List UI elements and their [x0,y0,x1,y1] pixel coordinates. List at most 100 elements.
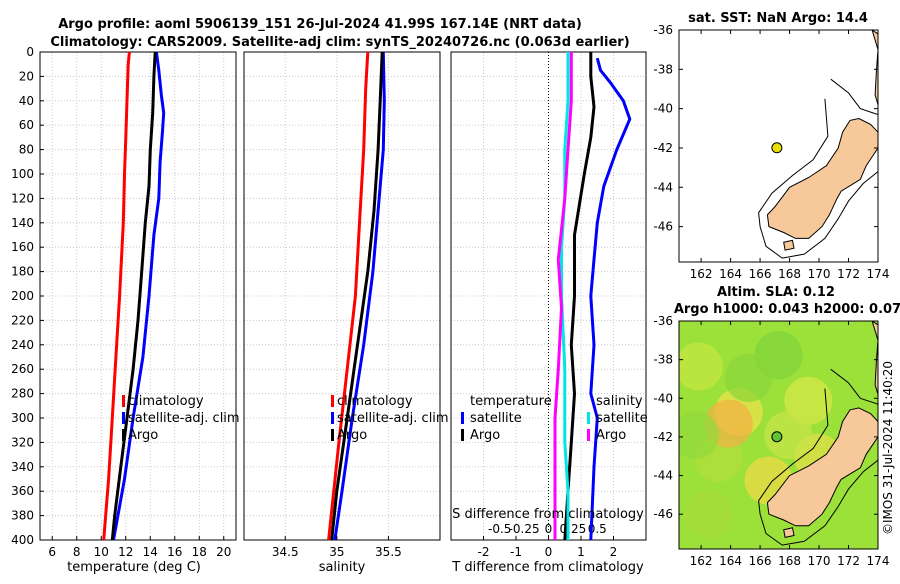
legend-swatch [587,429,590,441]
lon-tick-label: 168 [778,267,801,281]
sst-map: -36 -38 -40 -42 -44 -46 162 164 166 168 170 172 174 [653,23,889,281]
lat-tick-label: -44 [653,469,673,483]
y-tick-label: 160 [11,240,34,254]
y-tick-label: 140 [11,216,34,230]
map-frame [678,29,879,263]
y-tick-label: 360 [11,484,34,498]
y-tick-label: 40 [19,94,34,108]
x-tick-label: -1 [510,545,522,559]
depth-contour [758,368,878,546]
legend-swatch [331,395,334,407]
y-tick-label: 260 [11,362,34,376]
legend-label: satellite [596,411,648,426]
series-line-t-satellite [589,57,632,541]
temperature-xlabel: temperature (deg C) [67,560,201,575]
legend-label: satellite-adj. clim [337,411,449,426]
x-tick-label: 20 [216,545,231,559]
sla-blob [724,354,773,402]
lat-tick-label: -36 [653,314,673,328]
sst-map-title: sat. SST: NaN Argo: 14.4 [688,11,868,26]
lon-tick-label: 168 [778,554,801,568]
secondary-x-tick-label: 0 [545,522,553,536]
lat-tick-label: -44 [653,180,673,194]
sla-blob [684,490,733,539]
header-line1: Argo profile: aoml 5906139_151 26-Jul-20… [58,17,582,32]
sla-map: -36 -38 -40 -42 -44 -46 162 164 166 168 170 172 174 [653,314,889,568]
argo-position-marker [771,431,783,443]
legend-label: satellite-adj. clim [128,411,240,426]
series-line-satellite-adj--clim [112,51,166,541]
y-tick-label: 100 [11,167,34,181]
legend-swatch [122,429,125,441]
x-tick-label: 1 [577,545,585,559]
secondary-x-tick-label: -0.25 [509,522,540,536]
legend-label: Argo [337,428,367,443]
legend-label: climatology [128,394,204,409]
difference-xlabel: T difference from climatology [451,560,644,575]
y-tick-label: 380 [11,509,34,523]
lon-tick-label: 162 [690,267,713,281]
lon-tick-label: 172 [837,554,860,568]
sla-blob [764,411,813,459]
x-tick-label: 10 [94,545,109,559]
series-line-climatology [327,51,370,541]
map-content [679,321,878,549]
y-tick-label: 400 [11,533,34,547]
y-tick-label: 80 [19,143,34,157]
legend-label: satellite [470,411,522,426]
legend-label: Argo [596,428,626,443]
lon-tick-label: 172 [837,267,860,281]
y-tick-label: 200 [11,289,34,303]
legend-swatch [122,412,125,424]
lat-tick-label: -42 [653,141,673,155]
legend-swatch [461,412,464,424]
sla-blob [679,342,723,391]
series-line-argo [330,51,384,541]
y-tick-label: 20 [19,69,34,83]
x-tick-label: -2 [478,545,490,559]
legend-label: salinity [596,394,643,409]
axes-frame [243,51,441,541]
salinity-panel: 34.5 35 35.5 climatology satellite-adj. clim… [243,51,449,559]
lat-tick-label: -40 [653,391,673,405]
legend-label: Argo [128,428,158,443]
lon-tick-label: 174 [867,554,890,568]
lon-tick-label: 174 [867,267,890,281]
depth-contour [758,78,878,259]
y-tick-label: 300 [11,411,34,425]
lat-tick-label: -46 [653,507,673,521]
imos-watermark: ©IMOS 31-Jul-2024 11:40:20 [881,361,895,535]
sla-map-title-1: Altim. SLA: 0.12 [717,285,835,300]
x-tick-label: 14 [143,545,158,559]
sla-blob [679,411,719,459]
y-tick-label: 60 [19,118,34,132]
y-tick-label: 340 [11,460,34,474]
series-line-climatology [102,51,131,541]
lon-tick-label: 166 [749,554,772,568]
lat-tick-label: -38 [653,62,673,76]
legend-swatch [461,429,464,441]
difference-panel: -2 -1 0 1 2-0.5-0.25 0 0.25 0.5temperaturesatel… [450,51,648,559]
x-tick-label: 35.5 [375,545,402,559]
lon-tick-label: 170 [808,267,831,281]
x-tick-label: 12 [118,545,133,559]
lon-tick-label: 164 [719,554,742,568]
lat-tick-label: -38 [653,353,673,367]
series-line-s-satellite [560,52,570,540]
land-south-island [766,117,878,239]
legend-label: climatology [337,394,413,409]
series-line-t-argo [563,52,596,541]
axes-frame [39,51,237,541]
x-tick-label: 0 [545,545,553,559]
land-south-island [766,407,878,527]
lon-tick-label: 166 [749,267,772,281]
x-tick-label: 6 [48,545,56,559]
x-tick-label: 18 [192,545,207,559]
series-line-satellite-adj--clim [333,51,386,541]
x-tick-label: 2 [610,545,618,559]
lat-tick-label: -36 [653,23,673,37]
lat-tick-label: -40 [653,102,673,116]
header-line2: Climatology: CARS2009. Satellite-adj cli… [50,35,629,50]
sla-map-title-2: Argo h1000: 0.043 h2000: 0.079 [674,302,900,317]
land-north-island [871,30,878,105]
